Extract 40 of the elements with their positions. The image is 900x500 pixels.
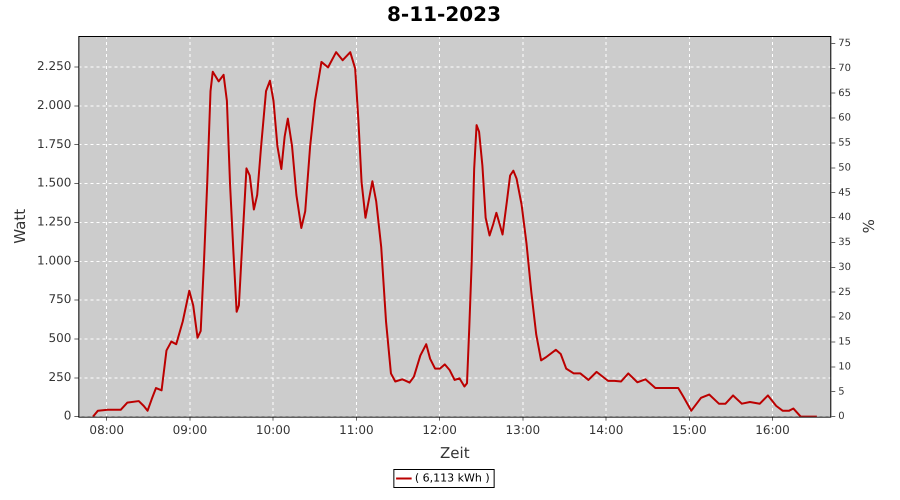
y2-tick-label: 75 xyxy=(838,38,852,50)
y-axis-title: Watt xyxy=(10,208,29,244)
legend-label: ( 6,113 kWh ) xyxy=(414,471,490,484)
y2-tick-label: 25 xyxy=(838,286,852,298)
y-tick-label: 1.500 xyxy=(36,176,72,190)
y2-tick-label: 30 xyxy=(838,262,852,273)
y-tick-label: 0 xyxy=(64,408,72,423)
y2-tick-label: 55 xyxy=(838,138,852,149)
y2-tick-label: 5 xyxy=(838,386,845,398)
y2-tick-label: 10 xyxy=(838,361,852,372)
y2-tick-label: 40 xyxy=(838,212,852,224)
y-tick-label: 2.000 xyxy=(36,98,72,112)
x-tick-label: 16:00 xyxy=(755,422,790,437)
y2-tick-label: 0 xyxy=(838,411,845,422)
y2-tick-label: 35 xyxy=(838,237,852,248)
y2-tick-label: 70 xyxy=(838,62,852,74)
y-tick-label: 500 xyxy=(48,331,72,346)
y-tick-label: 2.250 xyxy=(36,59,72,74)
chart-title: 8-11-2023 xyxy=(386,2,502,26)
y2-axis-title: % xyxy=(859,219,878,234)
x-tick-label: 11:00 xyxy=(339,422,374,437)
y2-tick-label: 65 xyxy=(838,88,852,99)
x-axis-title: Zeit xyxy=(440,444,470,462)
y2-tick-label: 60 xyxy=(838,112,852,124)
x-tick-label: 15:00 xyxy=(672,422,707,437)
y-tick-label: 250 xyxy=(48,370,72,384)
y2-tick-label: 15 xyxy=(838,336,852,348)
y-tick-label: 1.000 xyxy=(36,253,72,268)
y2-tick-label: 20 xyxy=(838,312,852,323)
y2-tick-label: 45 xyxy=(838,187,852,198)
y-tick-label: 750 xyxy=(48,292,72,306)
y2-tick-label: 50 xyxy=(838,162,852,174)
y-tick-label: 1.250 xyxy=(36,214,72,229)
x-tick-label: 13:00 xyxy=(506,422,540,437)
x-tick-label: 10:00 xyxy=(256,422,290,437)
x-tick-label: 08:00 xyxy=(89,422,124,437)
x-tick-label: 12:00 xyxy=(422,422,457,437)
x-tick-label: 14:00 xyxy=(588,422,624,437)
x-tick-label: 09:00 xyxy=(172,422,208,437)
y-tick-label: 1.750 xyxy=(36,136,72,151)
